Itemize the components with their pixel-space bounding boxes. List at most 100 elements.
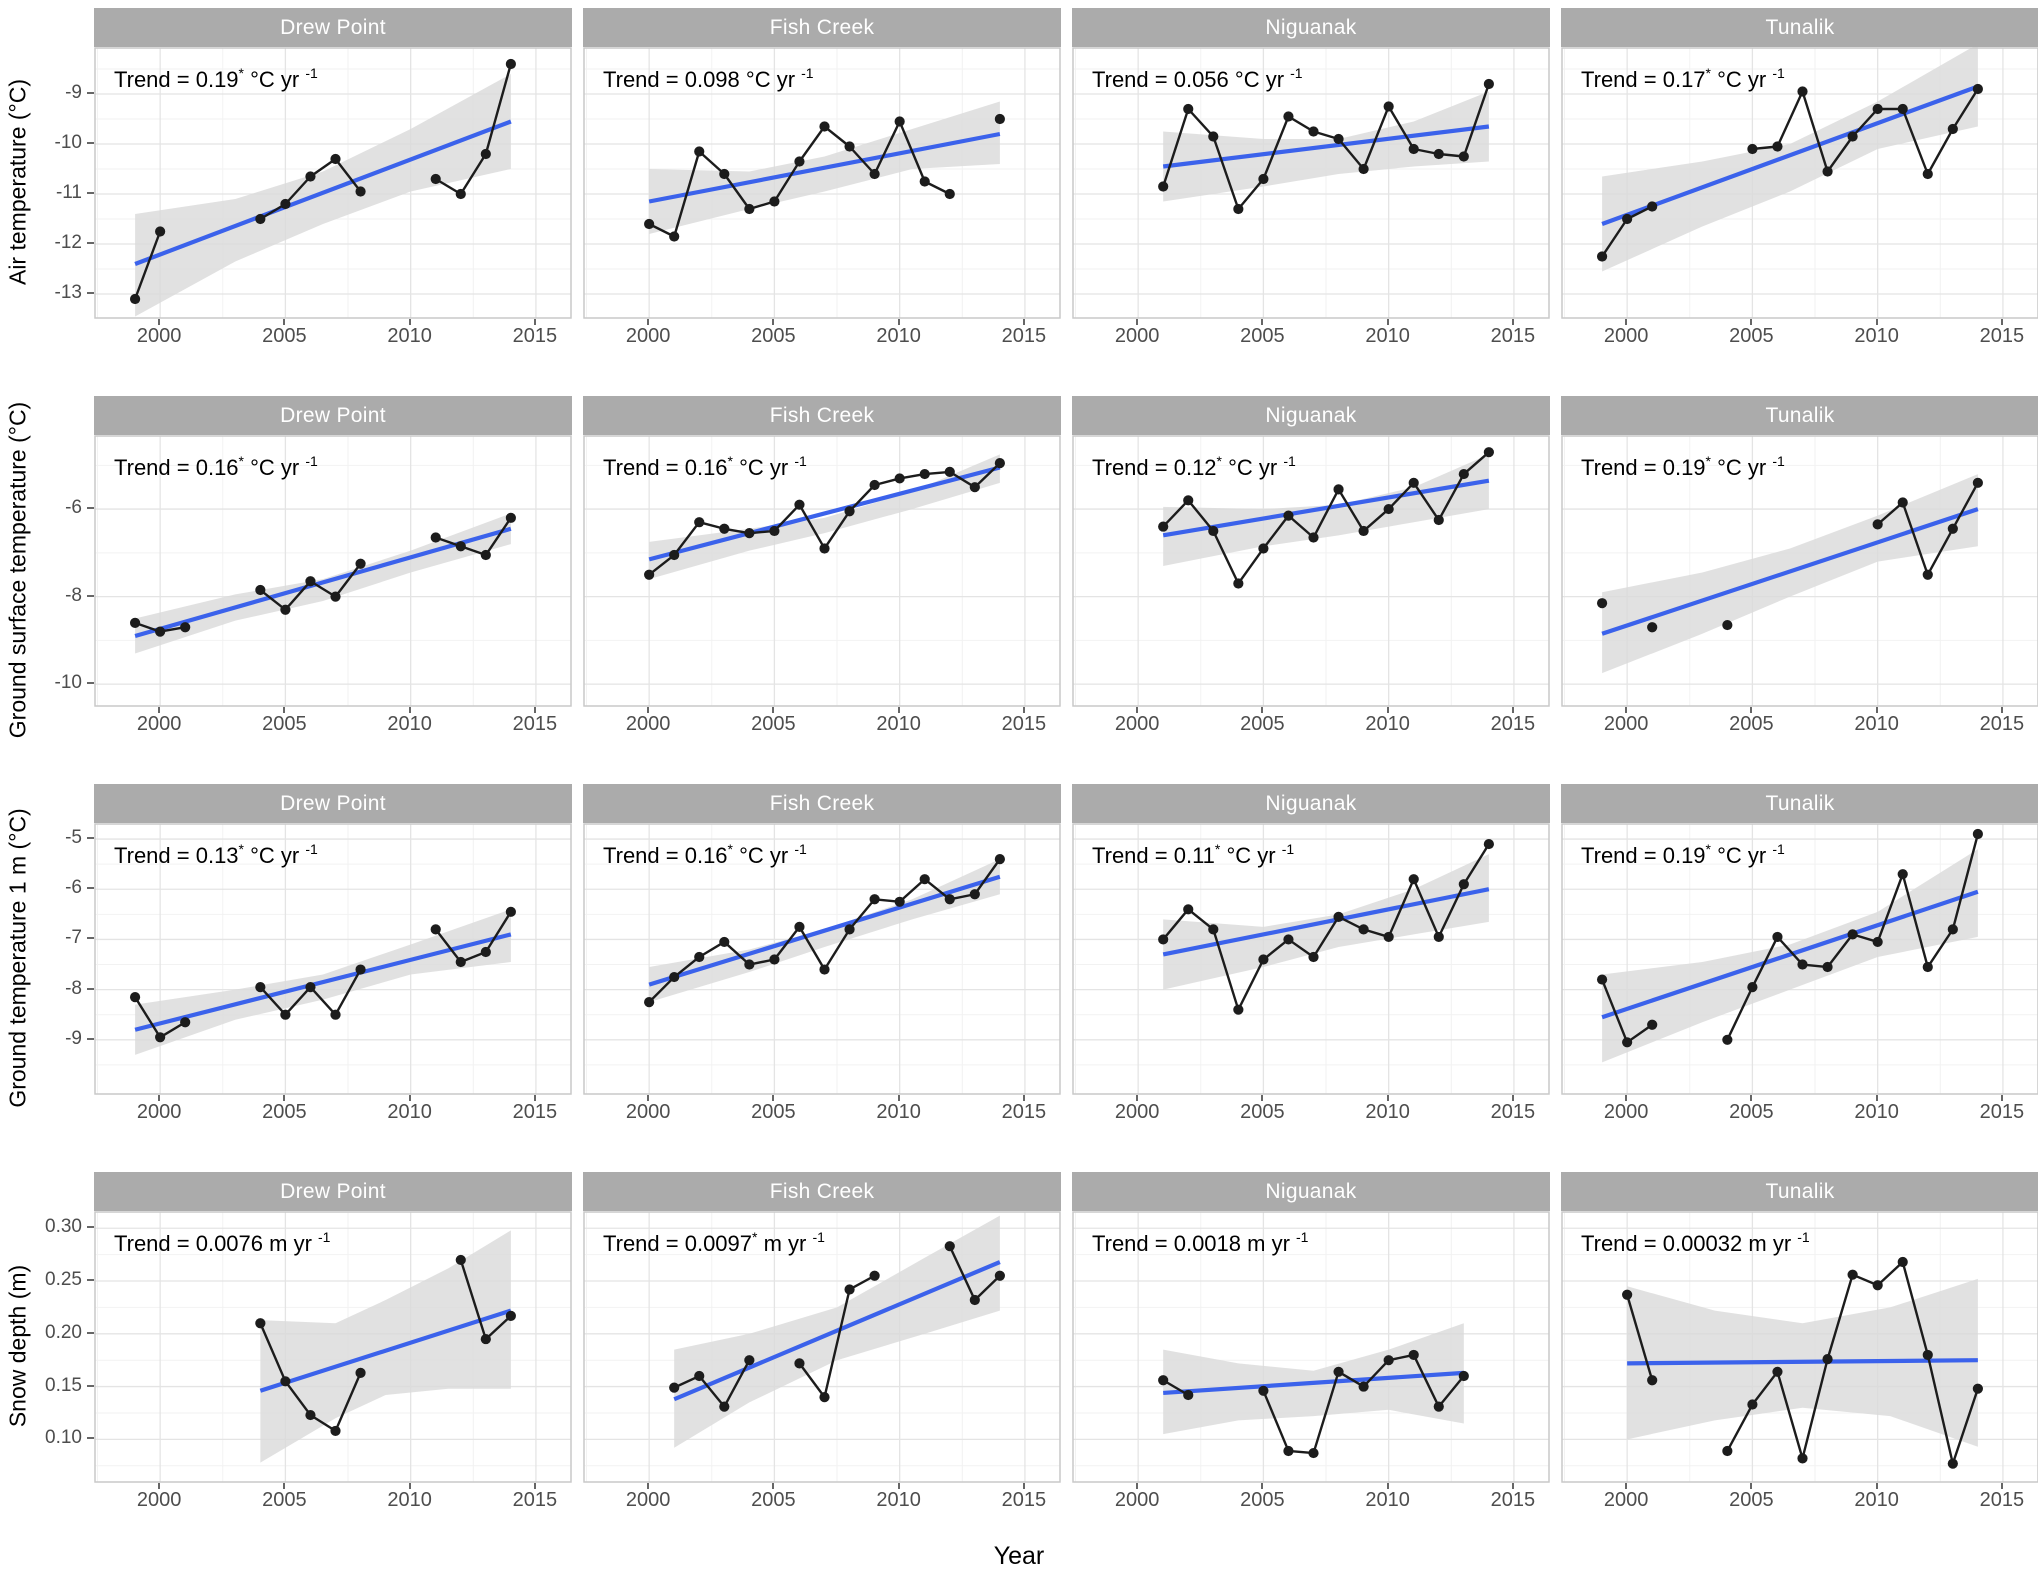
- data-point: [694, 951, 705, 963]
- confidence-band: [1163, 454, 1489, 566]
- data-point: [155, 626, 166, 637]
- data-point: [1433, 148, 1444, 160]
- data-line: [434, 911, 512, 964]
- data-point: [844, 1284, 855, 1295]
- data-point: [1922, 961, 1933, 973]
- unit-exponent: -1: [1797, 1229, 1810, 1245]
- y-tick-mark: [87, 1437, 94, 1440]
- facet-title: Tunalik: [1765, 791, 1835, 815]
- confidence-band: [1602, 47, 1978, 272]
- plot-area: [1072, 1211, 1550, 1483]
- trend-annotation: Trend = 0.12* °C yr -1: [1092, 453, 1296, 480]
- y-tick-label: -12: [54, 232, 82, 253]
- y-tick-label: 0.30: [45, 1216, 82, 1238]
- x-tick-mark: [1022, 1483, 1025, 1489]
- data-point: [1158, 1375, 1169, 1386]
- x-tick-mark: [647, 1483, 650, 1489]
- x-tick-label: 2000: [1603, 1489, 1649, 1511]
- y-tick-label: 0.15: [45, 1374, 82, 1396]
- data-point: [305, 982, 316, 993]
- data-point: [505, 1310, 516, 1321]
- data-point: [280, 198, 291, 210]
- x-tick-row: 2000 2005 2010 2015: [583, 319, 1061, 347]
- significance-asterisk: *: [1705, 65, 1711, 81]
- plot-area: [583, 47, 1061, 319]
- data-point: [455, 188, 466, 200]
- data-point: [744, 203, 755, 215]
- data-point: [1408, 477, 1419, 488]
- facet-strip: Tunalik: [1561, 784, 2038, 823]
- unit-exponent: -1: [794, 453, 807, 469]
- facet-panel: Tunalik Trend = 0.00032 m yr -1 2000 2005 20…: [1561, 1172, 2038, 1511]
- data-point: [1922, 1349, 1933, 1361]
- data-point: [1483, 838, 1494, 850]
- significance-asterisk: *: [1216, 453, 1222, 469]
- data-point: [280, 1009, 291, 1020]
- x-tick-mark: [647, 707, 650, 713]
- data-point: [1747, 143, 1758, 155]
- y-tick-mark: [87, 887, 94, 890]
- data-point: [255, 982, 266, 993]
- trend-line: [134, 932, 512, 1032]
- data-point: [894, 116, 905, 127]
- significance-asterisk: *: [1705, 841, 1711, 857]
- data-point: [994, 458, 1005, 469]
- data-point: [669, 231, 680, 242]
- facet-row: Air temperature (°C) -13 -12 -11 -10 -9 Drew P…: [0, 8, 2038, 347]
- y-tick-mark: [87, 192, 94, 194]
- facet-panel: Fish Creek Trend = 0.0097* m yr -1 2000 200…: [583, 1172, 1061, 1511]
- y-tick-mark: [87, 1384, 94, 1387]
- data-line: [435, 63, 513, 196]
- y-tick-label: -9: [65, 82, 82, 103]
- plot-area: [1072, 823, 1550, 1095]
- data-point: [1772, 1366, 1783, 1377]
- trend-line: [1162, 124, 1490, 169]
- data-point: [819, 543, 830, 554]
- data-point: [919, 874, 930, 885]
- y-tick-mark: [87, 937, 94, 940]
- data-point: [1308, 532, 1319, 543]
- facet-strip: Drew Point: [94, 396, 572, 435]
- data-point: [1408, 1349, 1419, 1361]
- x-tick-row: 2000 2005 2010 2015: [94, 1095, 572, 1123]
- facet-row: Ground temperature 1 m (°C) -9 -8 -7 -6 -5 Dre…: [0, 784, 2038, 1123]
- facet-title: Niguanak: [1265, 1179, 1357, 1203]
- facet-title: Tunalik: [1765, 15, 1835, 39]
- data-point: [1772, 141, 1783, 152]
- x-tick-mark: [408, 319, 411, 325]
- data-point: [819, 121, 830, 132]
- facet-panel: Drew Point Trend = 0.13* °C yr -1 2000 2005…: [94, 784, 572, 1123]
- facet-title: Niguanak: [1265, 403, 1357, 427]
- y-tick-label: -13: [54, 282, 82, 303]
- facet-panel: Niguanak Trend = 0.12* °C yr -1 2000 2005 20…: [1072, 396, 1550, 735]
- x-tick-mark: [647, 319, 650, 325]
- data-point: [1158, 934, 1169, 945]
- x-tick-mark: [158, 1095, 161, 1101]
- x-tick-label: 2000: [136, 1489, 182, 1511]
- x-tick-mark: [533, 1095, 536, 1101]
- trend-line: [1601, 889, 1979, 1020]
- data-point: [1596, 251, 1608, 262]
- data-point: [1458, 1370, 1469, 1382]
- y-tick-mark: [87, 242, 94, 244]
- facet-panel: Niguanak Trend = 0.11* °C yr -1 2000 2005 20…: [1072, 784, 1550, 1123]
- data-point: [455, 541, 466, 552]
- y-tick-column: -9 -8 -7 -6 -5: [36, 784, 94, 1120]
- x-tick-mark: [158, 319, 161, 325]
- data-point: [305, 576, 316, 587]
- significance-asterisk: *: [238, 453, 244, 469]
- x-tick-label: 2010: [387, 325, 432, 347]
- data-point: [1947, 523, 1958, 534]
- significance-asterisk: *: [1214, 841, 1221, 857]
- facet-strip: Tunalik: [1561, 8, 2038, 47]
- y-tick-label: 0.10: [45, 1427, 82, 1449]
- plot-area: [94, 823, 572, 1095]
- data-point: [155, 226, 166, 237]
- data-point: [430, 532, 441, 543]
- plot-area: [583, 823, 1061, 1095]
- data-point: [280, 1376, 291, 1387]
- facet-strip: Tunalik: [1561, 1172, 2038, 1211]
- data-point: [1383, 503, 1394, 515]
- x-tick-label: 2000: [136, 1101, 182, 1123]
- y-axis-title: Snow depth (m): [4, 1264, 31, 1428]
